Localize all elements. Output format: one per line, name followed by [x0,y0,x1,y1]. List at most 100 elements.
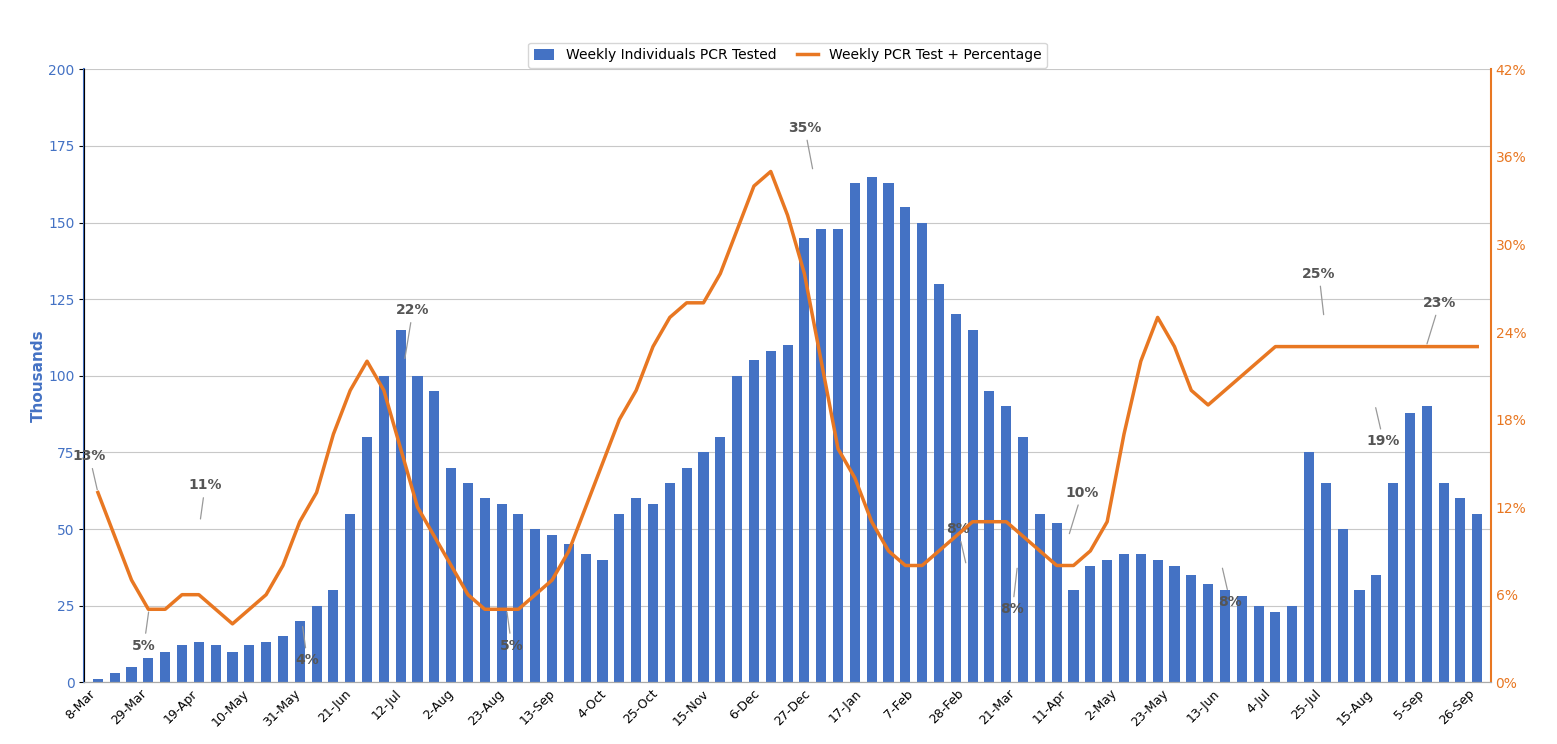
Bar [1018,437,1028,682]
Bar [1337,529,1348,682]
Text: 23%: 23% [1423,296,1456,344]
Bar [378,376,389,682]
Bar [244,646,254,682]
Text: 11%: 11% [188,478,221,519]
Bar [598,559,607,682]
Bar [1355,590,1364,682]
Bar [1152,559,1163,682]
Bar [531,529,540,682]
Bar [682,468,691,682]
Bar [311,606,322,682]
Weekly PCR Test + Percentage [1199,400,1218,409]
Bar [1085,565,1096,682]
Text: 8%: 8% [1001,568,1025,616]
Bar [732,376,743,682]
Weekly PCR Test + Percentage [761,167,780,176]
Text: 8%: 8% [947,522,970,562]
Bar [951,315,961,682]
Text: 5%: 5% [132,612,156,652]
Bar [227,652,238,682]
Bar [1001,406,1012,682]
Bar [1389,483,1398,682]
Bar [1473,513,1482,682]
Bar [329,590,338,682]
Bar [934,284,944,682]
Bar [262,642,271,682]
Bar [1253,606,1264,682]
Text: 35%: 35% [788,121,822,169]
Bar [395,330,406,682]
Legend: Weekly Individuals PCR Tested, Weekly PCR Test + Percentage: Weekly Individuals PCR Tested, Weekly PC… [528,42,1048,68]
Bar [1135,554,1146,682]
Bar [1320,483,1331,682]
Bar [699,452,708,682]
Bar [1236,597,1247,682]
Text: 4%: 4% [296,626,319,667]
Bar [648,504,659,682]
Y-axis label: Thousands: Thousands [31,330,45,422]
Bar [1439,483,1448,682]
Text: 19%: 19% [1367,408,1400,449]
Weekly PCR Test + Percentage [173,590,192,599]
Bar [850,183,859,682]
Weekly PCR Test + Percentage [947,532,965,541]
Bar [1186,575,1196,682]
Bar [917,222,926,682]
Bar [1051,523,1062,682]
Bar [177,646,187,682]
Text: 22%: 22% [395,303,430,359]
Bar [615,513,624,682]
Bar [497,504,506,682]
Text: 5%: 5% [500,612,523,652]
Bar [900,208,911,682]
Bar [447,468,456,682]
Bar [93,679,103,682]
Weekly PCR Test + Percentage [89,488,107,497]
Bar [665,483,674,682]
Weekly PCR Test + Percentage [1115,430,1133,439]
Bar [1456,498,1465,682]
Bar [160,652,170,682]
Bar [1271,612,1280,682]
Bar [967,330,978,682]
Text: 8%: 8% [1218,568,1242,609]
Bar [833,228,842,682]
Bar [1204,584,1213,682]
Bar [816,228,827,682]
Bar [783,345,793,682]
Bar [631,498,641,682]
Bar [564,545,575,682]
Bar [143,658,154,682]
Weekly PCR Test + Percentage [223,620,241,629]
Bar [1404,413,1415,682]
Bar [430,391,439,682]
Bar [109,673,120,682]
Bar [1288,606,1297,682]
Bar [126,667,137,682]
Bar [766,351,775,682]
Bar [1035,513,1045,682]
Bar [984,391,995,682]
Bar [867,176,877,682]
Bar [361,437,372,682]
Bar [346,513,355,682]
Bar [462,483,473,682]
Bar [749,360,758,682]
Text: 13%: 13% [73,449,106,490]
Weekly PCR Test + Percentage [391,444,409,453]
Bar [1219,590,1230,682]
Bar [799,238,810,682]
Bar [277,636,288,682]
Bar [1119,554,1129,682]
Bar [1169,565,1180,682]
Line: Weekly PCR Test + Percentage: Weekly PCR Test + Percentage [98,171,1478,624]
Bar [883,183,894,682]
Text: 25%: 25% [1302,266,1336,315]
Bar [1372,575,1381,682]
Bar [547,535,557,682]
Bar [413,376,422,682]
Text: 10%: 10% [1065,486,1099,533]
Bar [1068,590,1079,682]
Bar [715,437,726,682]
Bar [193,642,204,682]
